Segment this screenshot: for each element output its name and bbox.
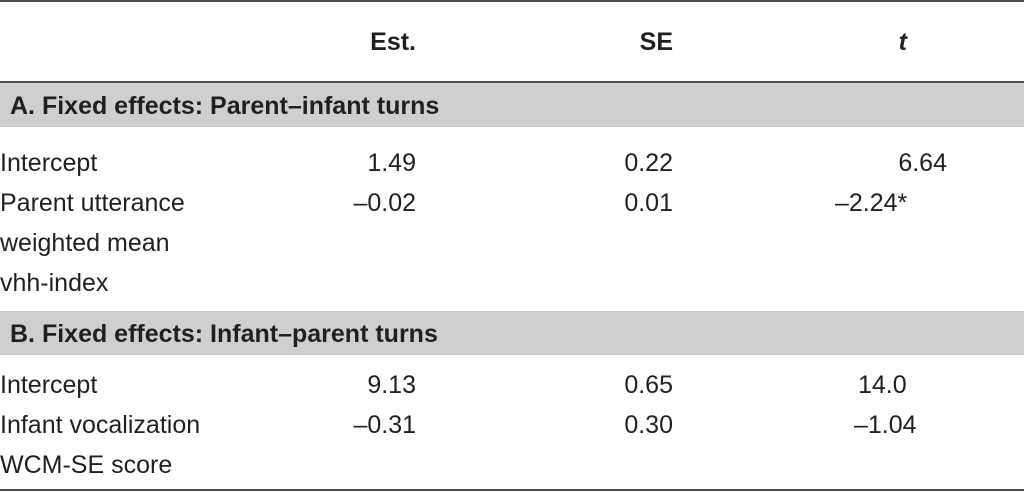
row-label: WCM-SE score <box>0 451 173 479</box>
se-value: 0.65 <box>624 371 673 399</box>
header-est: Est. <box>370 28 416 56</box>
section-b-header: B. Fixed effects: Infant–parent turns <box>0 311 1024 355</box>
t-value: –1.04 <box>854 411 917 439</box>
est-value: –0.31 <box>353 411 416 439</box>
row-label: weighted mean <box>0 229 170 257</box>
row-label: Parent utterance <box>0 189 185 217</box>
est-value: 9.13 <box>367 371 416 399</box>
t-value: –2.24* <box>835 189 908 217</box>
section-a-title: A. Fixed effects: Parent–infant turns <box>10 92 440 120</box>
se-value: 0.01 <box>624 189 673 217</box>
se-value: 0.22 <box>624 149 673 177</box>
table-row-continued: weighted mean <box>0 223 1024 263</box>
table-row: Infant vocalization –0.31 0.30 –1.04 <box>0 405 1024 445</box>
bottom-rule <box>0 489 1024 491</box>
t-value: 6.64 <box>898 149 947 177</box>
table-row-continued: vhh-index <box>0 263 1024 303</box>
row-label: Intercept <box>0 149 98 177</box>
header-row: Est. SE t <box>0 22 1024 62</box>
table-row-continued: WCM-SE score <box>0 445 1024 485</box>
table-row: Intercept 1.49 0.22 6.64 <box>0 143 1024 183</box>
top-rule <box>0 0 1024 2</box>
header-rule <box>0 81 1024 83</box>
table-row: Intercept 9.13 0.65 14.0 <box>0 365 1024 405</box>
row-label: Intercept <box>0 371 98 399</box>
table-row: Parent utterance –0.02 0.01 –2.24* <box>0 183 1024 223</box>
est-value: –0.02 <box>353 189 416 217</box>
section-b-title: B. Fixed effects: Infant–parent turns <box>10 320 438 348</box>
section-a-header: A. Fixed effects: Parent–infant turns <box>0 83 1024 127</box>
t-value: 14.0 <box>858 371 907 399</box>
est-value: 1.49 <box>367 149 416 177</box>
se-value: 0.30 <box>624 411 673 439</box>
header-se: SE <box>639 28 673 56</box>
row-label: vhh-index <box>0 269 109 297</box>
row-label: Infant vocalization <box>0 411 201 439</box>
header-t: t <box>898 28 907 56</box>
